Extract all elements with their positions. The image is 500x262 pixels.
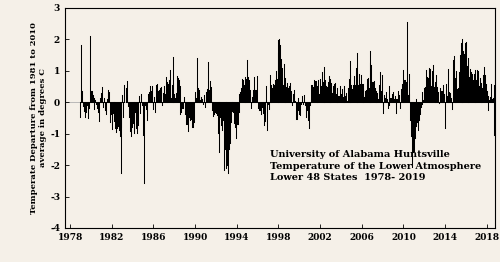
Text: University of Alabama Huntsville
Temperature of the Lower Atmosphere
Lower 48 St: University of Alabama Huntsville Tempera… (270, 150, 482, 182)
Y-axis label: Temperate Departure from 1981 to 2010
average in degrees C: Temperate Departure from 1981 to 2010 av… (30, 22, 47, 214)
